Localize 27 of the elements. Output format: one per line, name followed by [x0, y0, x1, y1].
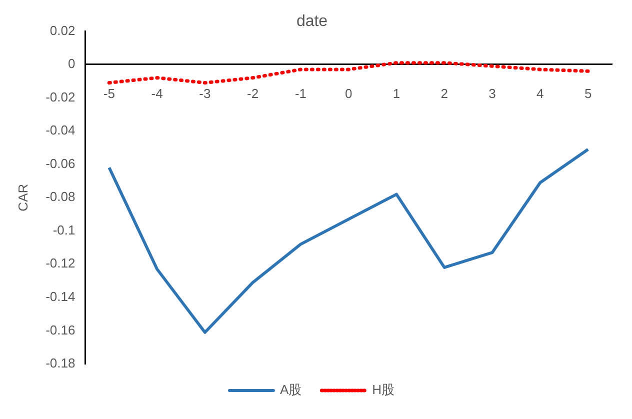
x-tick-label: 2	[440, 86, 448, 101]
x-tick-label: 3	[488, 86, 496, 101]
legend-label: A股	[280, 382, 302, 398]
x-tick-label: 5	[584, 86, 592, 101]
x-tick-label: -5	[103, 86, 115, 101]
line-series	[107, 61, 590, 85]
legend-label: H股	[372, 382, 395, 398]
y-tick-label: -0.08	[46, 189, 76, 204]
x-tick-label: 1	[392, 86, 400, 101]
x-axis-title: date	[296, 13, 328, 30]
y-tick-label: -0.04	[46, 122, 76, 138]
y-axis-title: CAR	[15, 184, 30, 212]
y-tick-label: 0.02	[50, 22, 76, 38]
y-tick-label: -0.02	[46, 89, 76, 104]
y-tick-label: -0.06	[46, 156, 76, 171]
y-tick-label: 0	[68, 56, 76, 72]
x-tick-label: -3	[199, 86, 211, 101]
x-tick-label: -2	[247, 86, 259, 101]
y-tick-label: -0.1	[52, 222, 76, 238]
y-tick-label: -0.14	[46, 289, 76, 304]
x-tick-label: -4	[151, 86, 163, 101]
x-tick-label: 0	[345, 86, 352, 101]
y-tick-label: -0.18	[46, 356, 76, 371]
x-tick-label: -1	[294, 86, 307, 101]
x-tick-label: 4	[536, 86, 544, 101]
y-tick-label: -0.16	[46, 322, 76, 338]
y-tick-label: -0.12	[46, 256, 76, 271]
